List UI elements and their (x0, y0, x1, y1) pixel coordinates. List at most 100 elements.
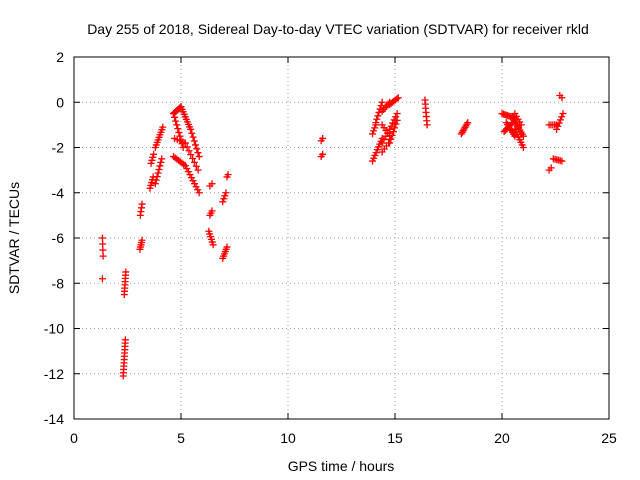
data-point (194, 166, 202, 174)
data-point (190, 137, 198, 145)
data-point (220, 195, 228, 203)
y-tick-label: -6 (52, 230, 65, 246)
data-point (555, 119, 563, 127)
data-point (151, 180, 159, 188)
data-point (391, 124, 399, 132)
data-point (189, 154, 197, 162)
y-tick-label: -10 (44, 321, 64, 337)
data-point (158, 155, 166, 163)
data-point (224, 171, 232, 179)
data-point (184, 168, 192, 176)
data-point (153, 173, 161, 181)
data-point (464, 119, 472, 127)
y-tick-label: -8 (52, 275, 65, 291)
grid-lines (74, 57, 609, 419)
y-tick-label: 0 (56, 94, 64, 110)
data-point (378, 98, 386, 106)
data-point (221, 192, 229, 200)
data-point (152, 176, 160, 184)
data-point (187, 151, 195, 159)
data-point (219, 198, 227, 206)
data-point (99, 252, 107, 260)
data-point (387, 135, 395, 143)
data-point (192, 183, 200, 191)
data-point (194, 186, 202, 194)
data-point (387, 122, 395, 130)
data-point (138, 200, 146, 208)
data-point (121, 336, 129, 344)
data-point (388, 131, 396, 139)
data-point (222, 189, 230, 197)
data-point (180, 160, 188, 168)
data-point (155, 165, 163, 173)
data-point (208, 180, 216, 188)
data-point (392, 113, 400, 121)
data-point (423, 121, 431, 129)
data-point (154, 169, 162, 177)
data-point (173, 121, 181, 129)
data-point (208, 207, 216, 215)
data-point (386, 139, 394, 147)
data-point (369, 130, 377, 138)
data-point (371, 124, 379, 132)
data-point (181, 139, 189, 147)
data-point (209, 241, 217, 249)
data-point (194, 149, 202, 157)
data-point (138, 236, 146, 244)
data-point (185, 147, 193, 155)
data-point (174, 125, 182, 133)
data-point (463, 120, 471, 128)
data-point (148, 156, 156, 164)
data-point (181, 162, 189, 170)
data-point (188, 129, 196, 137)
data-point (556, 116, 564, 124)
data-point (98, 234, 106, 242)
data-point (183, 143, 191, 151)
data-point (389, 128, 397, 136)
data-point (393, 95, 401, 103)
data-point (172, 117, 180, 125)
data-point (191, 180, 199, 188)
data-point (187, 174, 195, 182)
data-point (175, 128, 183, 136)
data-point (192, 162, 200, 170)
data-point (319, 134, 327, 142)
data-point (547, 164, 555, 172)
data-point (157, 158, 165, 166)
data-point (122, 268, 130, 276)
data-point (559, 110, 567, 118)
data-point (99, 240, 107, 248)
data-point (193, 145, 201, 153)
data-point (183, 165, 191, 173)
data-point (147, 159, 155, 167)
x-tick-label: 15 (387, 430, 403, 446)
data-point (159, 123, 167, 131)
data-point (372, 119, 380, 127)
data-point (170, 110, 178, 118)
data-point (186, 171, 194, 179)
data-point (150, 150, 158, 158)
data-point (553, 125, 561, 133)
data-point (389, 119, 397, 127)
data-point (393, 110, 401, 118)
y-tick-label: -2 (52, 140, 65, 156)
data-point (171, 113, 179, 121)
y-tick-label: -12 (44, 366, 64, 382)
data-point (375, 108, 383, 116)
data-point (519, 132, 527, 140)
data-point (149, 153, 157, 161)
data-point (373, 115, 381, 123)
data-point (99, 246, 107, 254)
data-point (392, 120, 400, 128)
data-point (189, 177, 197, 185)
x-tick-label: 0 (70, 430, 78, 446)
data-point (319, 150, 327, 158)
x-tick-label: 10 (280, 430, 296, 446)
data-point (190, 158, 198, 166)
data-point (195, 153, 203, 161)
data-point (192, 141, 200, 149)
data-point (195, 189, 203, 197)
chart-title: Day 255 of 2018, Sidereal Day-to-day VTE… (87, 21, 589, 37)
data-point (394, 94, 402, 102)
